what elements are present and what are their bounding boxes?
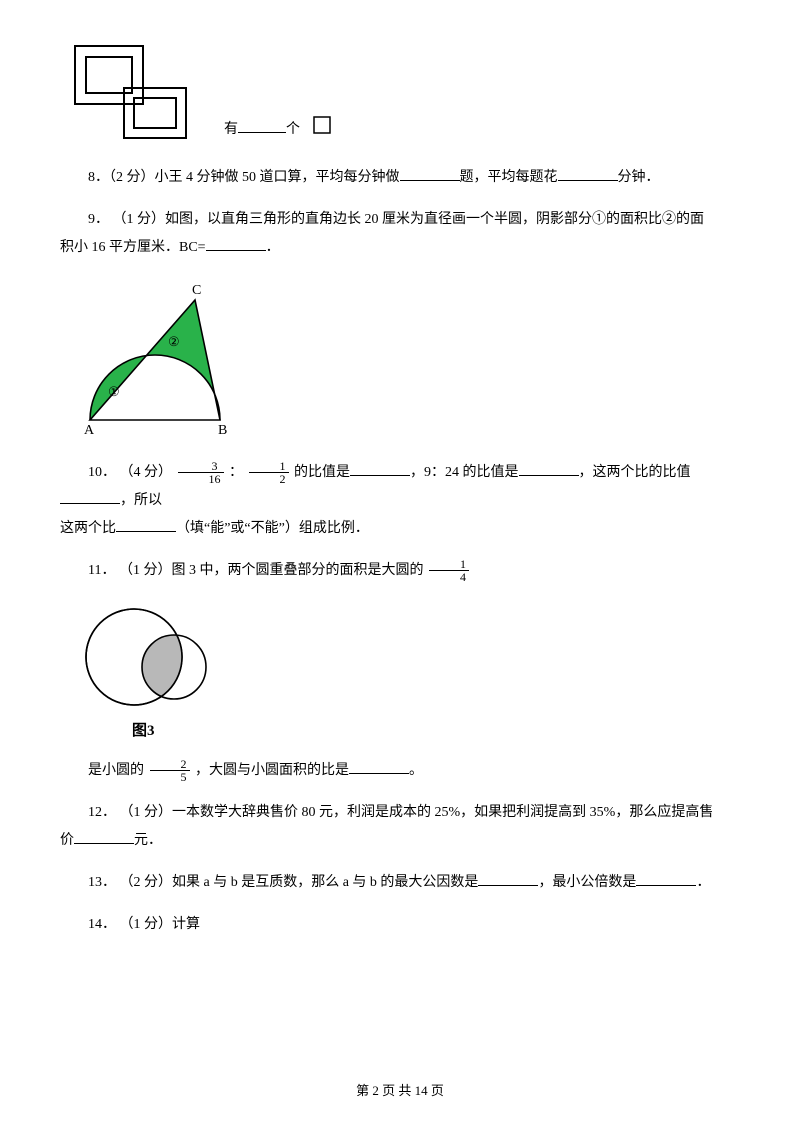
- q10-b3: [60, 488, 120, 504]
- q10-b4: [116, 516, 176, 532]
- q9-num: 9．: [88, 212, 109, 227]
- q13-t2: ，最小公倍数是: [538, 875, 636, 890]
- q11-tail-a: 是小圆的: [88, 763, 148, 778]
- q7-tail: 有个: [60, 40, 740, 150]
- page-footer: 第 2 页 共 14 页: [0, 1078, 800, 1104]
- q10-t3: ，这两个比的比值: [579, 465, 691, 480]
- q7-text-after: 个: [286, 122, 300, 137]
- label-B: B: [218, 423, 227, 438]
- q12-points: （1 分）: [120, 805, 173, 820]
- q10-colon: ：: [229, 465, 243, 480]
- q10-t4: ，所以: [120, 493, 162, 508]
- frac-2-5: 25: [150, 758, 190, 783]
- q10-t1: 的比值是: [294, 465, 350, 480]
- small-square-icon: [312, 115, 332, 135]
- exam-page: 有个 8．（2 分）小王 4 分钟做 50 道口算，平均每分钟做题，平均每题花分…: [0, 0, 800, 1132]
- footer-prefix: 第: [356, 1083, 372, 1098]
- q7-text-before: 有: [224, 122, 238, 137]
- q14-t1: 计算: [172, 917, 200, 932]
- q8-a: 小王 4 分钟做 50 道口算，平均每分钟做: [155, 170, 400, 185]
- q14-num: 14．: [88, 917, 116, 932]
- q10-num: 10．: [88, 465, 116, 480]
- q11-tail-b: ，大圆与小圆面积的比是: [195, 763, 349, 778]
- q8-num: 8．: [88, 170, 109, 185]
- frac-1-4: 14: [429, 558, 469, 583]
- frac-1-2: 12: [249, 460, 289, 485]
- q7-blank: [238, 117, 286, 133]
- q10-line2a: 这两个比: [60, 521, 116, 536]
- q11-tail-c: 。: [409, 763, 423, 778]
- q11-figure: 图3: [74, 595, 740, 745]
- q12-line2b: 元．: [134, 833, 162, 848]
- q10-b1: [350, 460, 410, 476]
- q13-t1: 如果 a 与 b 是互质数，那么 a 与 b 的最大公因数是: [172, 875, 478, 890]
- q10-line2b: （填“能”或“不能”）组成比例．: [176, 521, 369, 536]
- q8-points: （2 分）: [109, 170, 155, 185]
- q8-blank2: [558, 165, 618, 181]
- q10-b2: [519, 460, 579, 476]
- frac-3-16: 316: [178, 460, 224, 485]
- q9-points: （1 分）: [113, 212, 166, 227]
- q14: 14． （1 分）计算: [60, 911, 740, 939]
- q12-num: 12．: [88, 805, 116, 820]
- q9-line1: 如图，以直角三角形的直角边长 20 厘米为直径画一个半圆，阴影部分①的面积比②的…: [165, 212, 704, 227]
- q12-blank: [74, 828, 134, 844]
- q14-points: （1 分）: [120, 917, 173, 932]
- q13-b1: [478, 870, 538, 886]
- q13-points: （2 分）: [120, 875, 173, 890]
- q11: 11． （1 分）图 3 中，两个圆重叠部分的面积是大圆的 14 图3 是小圆的…: [60, 557, 740, 785]
- overlapping-squares-figure: [60, 40, 220, 150]
- q8-c: 分钟．: [618, 170, 660, 185]
- q8-blank1: [400, 165, 460, 181]
- q13-num: 13．: [88, 875, 116, 890]
- q13-b2: [636, 870, 696, 886]
- q12: 12． （1 分）一本数学大辞典售价 80 元，利润是成本的 25%，如果把利润…: [60, 799, 740, 855]
- q11-t1: 图 3 中，两个圆重叠部分的面积是大圆的: [171, 563, 427, 578]
- footer-total: 14: [415, 1083, 428, 1098]
- label-A: A: [84, 423, 95, 438]
- footer-mid: 页 共: [379, 1083, 415, 1098]
- label-C: C: [192, 283, 201, 298]
- q12-line2a: 价: [60, 833, 74, 848]
- q11-points: （1 分）: [119, 563, 172, 578]
- q8: 8．（2 分）小王 4 分钟做 50 道口算，平均每分钟做 题，平均每题花 分钟．: [60, 164, 740, 192]
- q7-tail-line: 有个: [224, 115, 332, 144]
- q12-line1: 一本数学大辞典售价 80 元，利润是成本的 25%，如果把利润提高到 35%，那…: [172, 805, 713, 820]
- q13: 13． （2 分）如果 a 与 b 是互质数，那么 a 与 b 的最大公因数是 ，…: [60, 869, 740, 897]
- q9-line2b: ．: [266, 240, 280, 255]
- label-one: ①: [108, 384, 120, 399]
- q10-points: （4 分）: [120, 465, 173, 480]
- q9-figure: A B C ① ②: [70, 270, 740, 445]
- q9-blank: [206, 235, 266, 251]
- q10: 10． （4 分） 316 ： 12 的比值是 ，9：24 的比值是 ，这两个比的比…: [60, 459, 740, 543]
- q9: 9． （1 分）如图，以直角三角形的直角边长 20 厘米为直径画一个半圆，阴影部…: [60, 206, 740, 445]
- q9-line2a: 积小 16 平方厘米．BC=: [60, 240, 206, 255]
- q13-t3: ．: [696, 875, 710, 890]
- q11-blank: [349, 758, 409, 774]
- q8-b: 题，平均每题花: [460, 170, 558, 185]
- label-two: ②: [168, 334, 180, 349]
- q10-t2: ，9：24 的比值是: [410, 465, 519, 480]
- footer-suffix: 页: [428, 1083, 444, 1098]
- q11-num: 11．: [88, 563, 115, 578]
- fig3-caption: 图3: [132, 722, 155, 739]
